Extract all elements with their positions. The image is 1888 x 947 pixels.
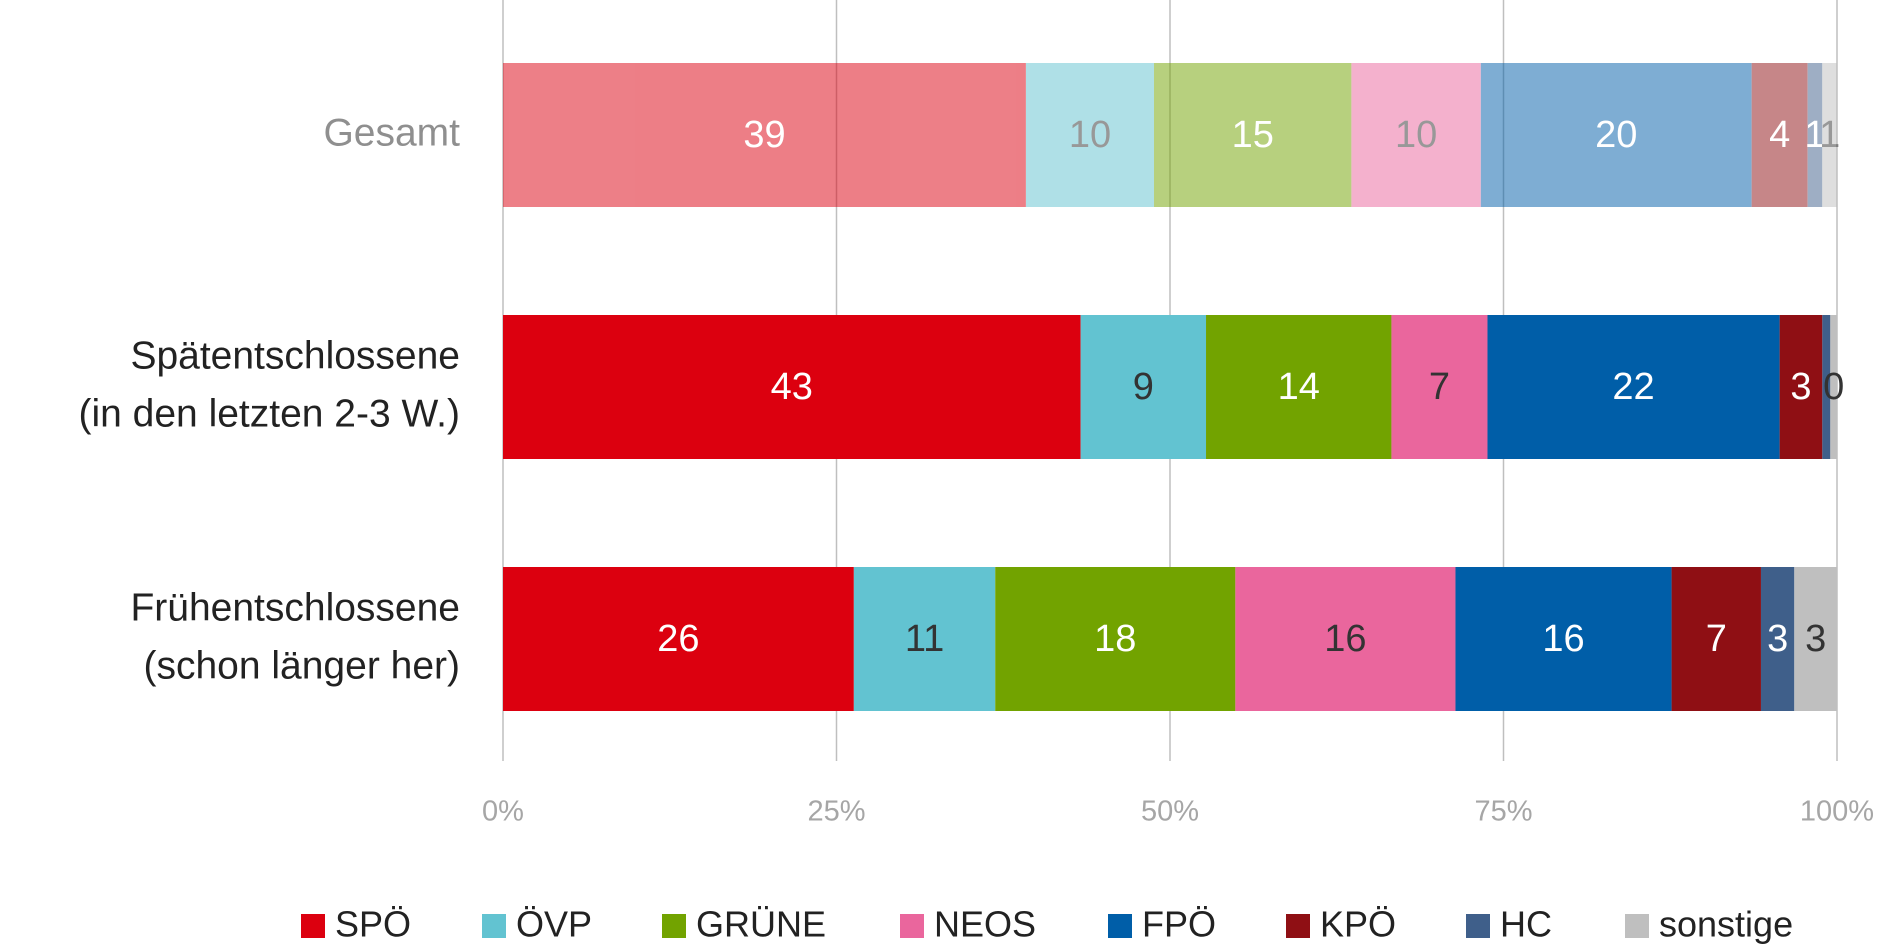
- legend-label: sonstige: [1659, 904, 1793, 945]
- legend-swatch: [1108, 914, 1132, 938]
- value-label: 3: [1790, 366, 1811, 408]
- category-label: Frühentschlossene: [130, 586, 460, 629]
- bar-segment: [1235, 567, 1456, 711]
- bar-segment: [1822, 315, 1831, 459]
- bar-segment: [1080, 315, 1207, 459]
- value-label: 26: [657, 618, 699, 660]
- bar-segment: [1671, 567, 1761, 711]
- value-label: 1: [1819, 114, 1840, 156]
- legend-swatch: [900, 914, 924, 938]
- bar-segment: [853, 567, 996, 711]
- legend-label: FPÖ: [1142, 904, 1216, 945]
- bar-segment: [503, 567, 854, 711]
- legend-label: ÖVP: [516, 904, 592, 945]
- value-label: 3: [1805, 618, 1826, 660]
- value-label: 1: [1804, 114, 1825, 156]
- value-label: 11: [905, 618, 944, 660]
- bar-segment: [995, 567, 1236, 711]
- bar-row: Gesamt 39 10 15 10 20 4 11: [323, 63, 1840, 207]
- legend-swatch: [1466, 914, 1490, 938]
- bar-segment: [503, 63, 1026, 207]
- x-tick-label: 25%: [807, 796, 865, 828]
- legend-swatch: [482, 914, 506, 938]
- bar-segment: [1025, 63, 1154, 207]
- bar-segment: [1794, 567, 1837, 711]
- value-label: 16: [1324, 618, 1366, 660]
- category-label: (in den letzten 2-3 W.): [78, 392, 460, 435]
- x-tick-label: 75%: [1474, 796, 1532, 828]
- value-label: 0: [1823, 366, 1844, 408]
- bar-segment: [1822, 63, 1837, 207]
- legend-swatch: [1625, 914, 1649, 938]
- bar-row: Spätentschlossene (in den letzten 2-3 W.)…: [78, 315, 1844, 459]
- bar-segment: [1351, 63, 1481, 207]
- legend-label: KPÖ: [1320, 904, 1396, 945]
- legend-label: GRÜNE: [696, 904, 826, 945]
- bar-segment: [1391, 315, 1488, 459]
- bar-segment: [1760, 567, 1795, 711]
- value-label: 4: [1769, 114, 1790, 156]
- value-label: 16: [1542, 618, 1584, 660]
- legend-swatch: [1286, 914, 1310, 938]
- legend-swatch: [662, 914, 686, 938]
- bar-segment: [1751, 63, 1808, 207]
- value-label: 15: [1232, 114, 1274, 156]
- legend-label: NEOS: [934, 904, 1036, 945]
- legend-label: SPÖ: [335, 904, 411, 945]
- bar-segment: [1830, 315, 1837, 459]
- category-label: Gesamt: [323, 111, 460, 154]
- value-label: 22: [1612, 366, 1654, 408]
- bar-segment: [1153, 63, 1352, 207]
- value-label: 10: [1069, 114, 1111, 156]
- x-tick-label: 100%: [1800, 796, 1874, 828]
- value-label: 7: [1706, 618, 1727, 660]
- value-label: 20: [1595, 114, 1637, 156]
- bar-segment: [1206, 315, 1392, 459]
- bar-segment: [1480, 63, 1752, 207]
- value-label: 14: [1278, 366, 1320, 408]
- value-label: 43: [771, 366, 813, 408]
- bar-row: Frühentschlossene (schon länger her) 26 11 1…: [130, 567, 1837, 711]
- value-label: 3: [1767, 618, 1788, 660]
- x-tick-label: 50%: [1141, 796, 1199, 828]
- value-label: 9: [1133, 366, 1154, 408]
- value-label: 39: [743, 114, 785, 156]
- bar-segment: [1779, 315, 1823, 459]
- legend-label: HC: [1500, 904, 1552, 945]
- category-label: Spätentschlossene: [130, 334, 460, 377]
- value-label: 10: [1395, 114, 1437, 156]
- bar-segment: [1455, 567, 1672, 711]
- x-tick-label: 0%: [482, 796, 524, 828]
- value-label: 7: [1429, 366, 1450, 408]
- bar-segment: [503, 315, 1081, 459]
- value-label: 18: [1094, 618, 1136, 660]
- legend-swatch: [301, 914, 325, 938]
- bar-segment: [1487, 315, 1780, 459]
- category-label: (schon länger her): [144, 644, 461, 687]
- bar-segment: [1807, 63, 1823, 207]
